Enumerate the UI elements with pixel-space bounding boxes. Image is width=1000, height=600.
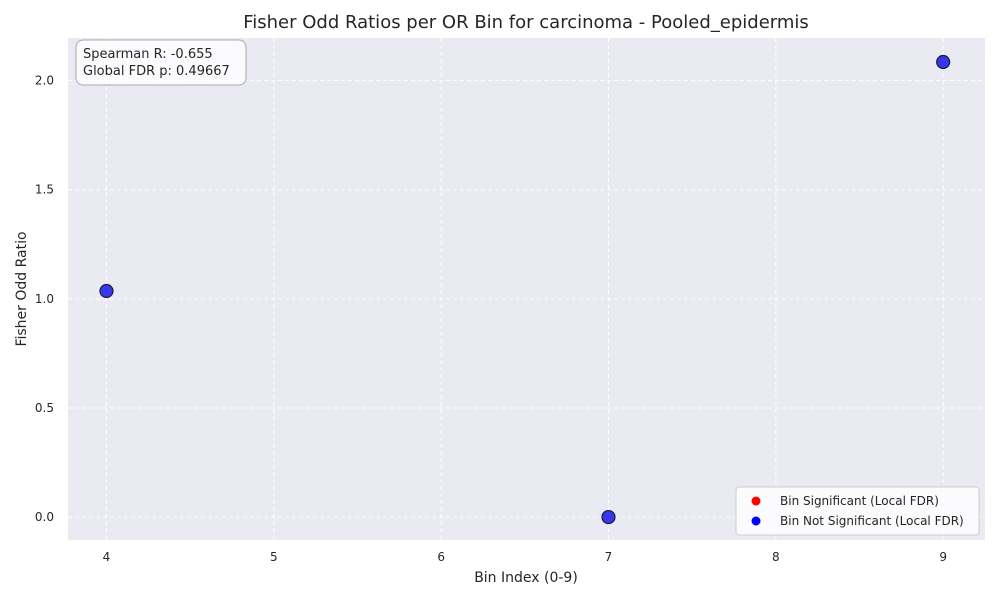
x-tick-label: 6 <box>437 550 445 564</box>
y-tick-label: 1.0 <box>35 292 54 306</box>
x-tick-label: 7 <box>605 550 613 564</box>
legend-marker-significant <box>751 496 761 506</box>
data-points <box>99 54 951 525</box>
stats-box: Spearman R: -0.655 Global FDR p: 0.49667 <box>75 39 247 86</box>
y-tick-label: 2.0 <box>35 74 54 88</box>
x-axis-label: Bin Index (0-9) <box>474 570 578 586</box>
spearman-annotation: Spearman R: -0.655 <box>83 47 213 62</box>
legend-label-significant: Bin Significant (Local FDR) <box>780 494 939 508</box>
x-axis-ticks: 4 5 6 7 8 9 <box>103 550 947 564</box>
legend-marker-not-significant <box>751 516 761 526</box>
data-point <box>99 283 114 299</box>
y-tick-label: 1.5 <box>35 183 54 197</box>
chart-title: Fisher Odd Ratios per OR Bin for carcino… <box>243 12 809 33</box>
legend: Bin Significant (Local FDR) Bin Not Sign… <box>735 486 980 536</box>
plot-area <box>68 38 985 540</box>
data-point <box>601 509 616 525</box>
x-tick-label: 4 <box>103 550 111 564</box>
fdr-annotation: Global FDR p: 0.49667 <box>83 64 230 79</box>
x-tick-label: 9 <box>939 550 947 564</box>
y-tick-label: 0.5 <box>35 401 54 415</box>
y-tick-label: 0.0 <box>35 510 54 524</box>
data-point <box>936 54 951 70</box>
x-tick-label: 5 <box>270 550 278 564</box>
stats-box-frame <box>75 39 247 86</box>
y-axis-ticks: 0.0 0.5 1.0 1.5 2.0 <box>35 74 54 525</box>
y-axis-label: Fisher Odd Ratio <box>14 231 30 346</box>
legend-frame <box>735 486 980 536</box>
x-tick-label: 8 <box>772 550 780 564</box>
legend-label-not-significant: Bin Not Significant (Local FDR) <box>780 514 964 528</box>
